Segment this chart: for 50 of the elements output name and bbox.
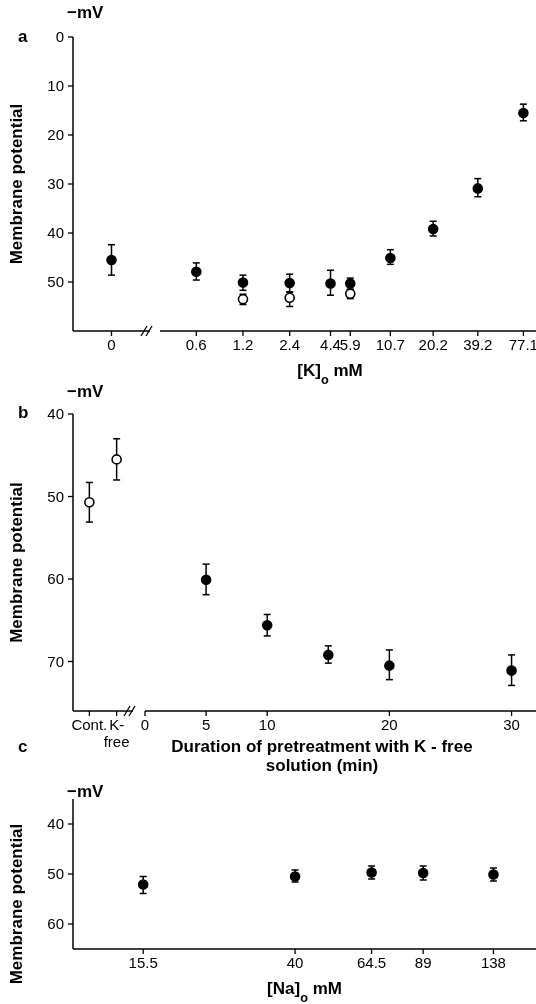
y-tick-label: 50 xyxy=(47,273,64,291)
y-tick-label: 40 xyxy=(47,815,64,833)
x-tick-label: 0 xyxy=(140,716,150,733)
y-tick-label: 30 xyxy=(47,175,64,193)
x-tick-label: 30 xyxy=(503,716,520,733)
y-tick-label: 70 xyxy=(47,652,64,670)
x-tick-label: 4.4 xyxy=(320,336,341,353)
point xyxy=(506,665,517,676)
y-tick-label: 50 xyxy=(47,865,64,883)
point xyxy=(261,619,273,631)
x-tick-label: 20.2 xyxy=(418,336,448,353)
y-tick-label: 10 xyxy=(47,77,64,95)
x-tick-label: 89 xyxy=(414,954,432,971)
x-tick-label: 20 xyxy=(381,716,398,733)
point xyxy=(384,660,395,671)
y-axis-title: Membrane potential xyxy=(7,823,26,985)
x-tick-label: 1.2 xyxy=(232,336,254,353)
y-tick-label: 60 xyxy=(47,570,64,588)
y-tick-label: 20 xyxy=(47,126,64,144)
y-tick-label: 0 xyxy=(55,28,64,46)
x-axis-title: [Na]$_{o}$ mM xyxy=(267,979,342,1004)
y-axis-title: Membrane potential xyxy=(7,482,26,643)
point xyxy=(200,574,212,586)
y-tick-label: 40 xyxy=(47,224,64,242)
chart-title: b xyxy=(18,403,29,422)
x-tick-label: 0 xyxy=(107,336,116,353)
x-tick-label: 10.7 xyxy=(375,336,405,353)
x-axis-title: Duration of pretreatment with K - free solution (min) xyxy=(171,737,473,775)
x-tick-label: 5 xyxy=(201,716,211,733)
y-axis-title: Membrane potential xyxy=(7,103,26,265)
x-tick-label: 64.5 xyxy=(357,954,387,971)
y-tick-label: 40 xyxy=(47,405,64,423)
point xyxy=(322,649,334,661)
chart-title: a xyxy=(18,27,28,46)
x-tick-label: 15.5 xyxy=(128,954,158,971)
x-tick-label: 10 xyxy=(258,716,276,733)
chart-title: c xyxy=(18,737,28,756)
x-tick-label: 0.6 xyxy=(185,336,207,353)
annotation: −mV xyxy=(67,782,105,801)
y-tick-label: 50 xyxy=(47,487,64,505)
x-tick-label: 138 xyxy=(480,954,506,971)
x-tick-label: Cont. xyxy=(71,716,108,733)
x-tick-label: 5.9 xyxy=(339,336,361,353)
text: −mV xyxy=(67,382,105,401)
x-tick-label: 40 xyxy=(286,954,304,971)
x-axis-title: [K]$_{o}$ mM xyxy=(297,361,363,387)
x-tick-label: 39.2 xyxy=(463,336,493,353)
text: −mV xyxy=(67,3,105,22)
y-tick-label: 60 xyxy=(47,915,64,933)
x-tick-label: 2.4 xyxy=(279,336,301,353)
